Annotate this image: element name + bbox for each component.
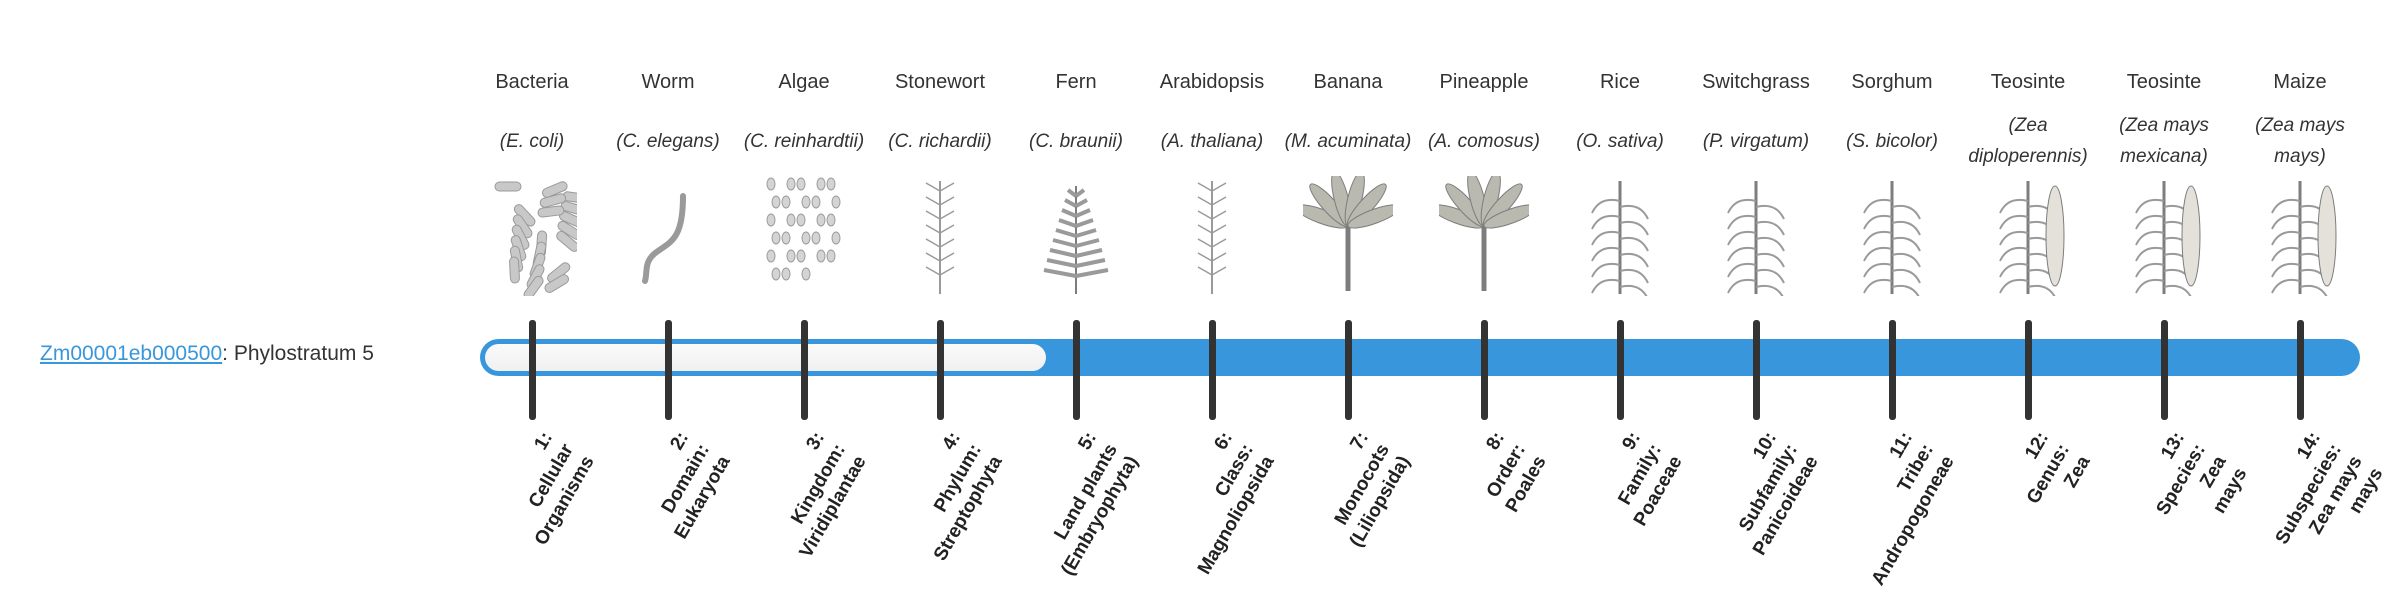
stratum-tick [1617, 320, 1624, 420]
organism-common-name: Pineapple [1439, 71, 1529, 93]
switchgrass-icon [1727, 181, 1785, 296]
scientific-name-text: (C. braunii) [1029, 130, 1123, 152]
organism-scientific-name: (E. coli) [464, 110, 600, 172]
worm-icon [642, 193, 686, 284]
organism-scientific-name: (M. acuminata) [1280, 110, 1416, 172]
gene-id-link[interactable]: Zm00001eb000500 [40, 342, 223, 365]
maize-icon [2271, 181, 2337, 296]
scientific-name-text: (A. thaliana) [1160, 130, 1264, 152]
teosinte-icon [1999, 181, 2065, 296]
organism-common-name: Stonewort [894, 71, 986, 93]
stratum-tick [1345, 320, 1352, 420]
organism-scientific-name: (Zea diploperennis) [1960, 110, 2096, 172]
stratum-rank-label: 3: Kingdom: Viridiplantae [735, 428, 872, 594]
sorghum-icon [1863, 181, 1921, 296]
phylostratum-track [485, 344, 1046, 371]
stratum-rank-label: 13: Species: Zea mays [2095, 428, 2253, 606]
stratum-tick [665, 320, 672, 420]
stratum-rank-label: 11: Tribe: Andropogoneae [1823, 428, 1960, 594]
scientific-name-text: (A. comosus) [1428, 130, 1540, 152]
organism-scientific-name: (C. reinhardtii) [736, 110, 872, 172]
stratum-rank-label: 9: Family: Poaceae [1551, 428, 1688, 594]
scientific-name-text: (S. bicolor) [1846, 130, 1938, 152]
stratum-tick [2025, 320, 2032, 420]
arabidopsis-icon [1197, 181, 1227, 294]
stratum-rank-label: 1: Cellular Organisms [463, 428, 600, 594]
banana-icon [1303, 176, 1393, 291]
organism-scientific-name: (Zea mays mexicana) [2096, 110, 2232, 172]
organism-scientific-name: (O. sativa) [1552, 110, 1688, 172]
organism-scientific-name: (C. elegans) [600, 110, 736, 172]
gene-label: Zm00001eb000500: Phylostratum 5 [40, 339, 374, 369]
organism-common-name: Arabidopsis [1159, 71, 1265, 93]
scientific-name-text: (C. reinhardtii) [743, 130, 865, 152]
stratum-tick [937, 320, 944, 420]
stonewort-icon [925, 181, 955, 294]
teosinte-icon [2135, 181, 2201, 296]
organism-scientific-name: (C. richardii) [872, 110, 1008, 172]
stratum-tick [801, 320, 808, 420]
stratum-tick [1889, 320, 1896, 420]
organism-common-name: Teosinte [1990, 71, 2066, 93]
fern-icon [1043, 186, 1109, 294]
stratum-tick [1753, 320, 1760, 420]
phylostratum-text: : Phylostratum 5 [222, 342, 374, 365]
organism-common-name: Switchgrass [1702, 71, 1810, 93]
organism-scientific-name: (A. thaliana) [1144, 110, 1280, 172]
stratum-tick [1209, 320, 1216, 420]
stratum-rank-label: 6: Class: Magnoliopsida [1143, 428, 1280, 594]
scientific-name-text: (O. sativa) [1576, 130, 1664, 152]
stratum-tick [2161, 320, 2168, 420]
stratum-tick [2297, 320, 2304, 420]
organism-common-name: Algae [778, 71, 830, 93]
organism-scientific-name: (A. comosus) [1416, 110, 1552, 172]
organism-common-name: Worm [641, 71, 695, 93]
scientific-name-text: (M. acuminata) [1284, 130, 1412, 152]
stratum-rank-label: 5: Land plants (Embryophyta) [1007, 428, 1144, 594]
organism-common-name: Bacteria [495, 71, 569, 93]
organism-scientific-name: (Zea mays mays) [2232, 110, 2368, 172]
scientific-name-text: (Zea diploperennis) [1968, 115, 2088, 167]
scientific-name-text: (C. richardii) [888, 130, 992, 152]
stratum-tick [529, 320, 536, 420]
scientific-name-text: (P. virgatum) [1702, 130, 1810, 152]
bacteria-icon [494, 181, 577, 296]
stratum-rank-label: 8: Order: Poales [1415, 428, 1552, 594]
organism-scientific-name: (P. virgatum) [1688, 110, 1824, 172]
scientific-name-text: (Zea mays mexicana) [2119, 115, 2209, 167]
organism-common-name: Teosinte [2126, 71, 2202, 93]
scientific-name-text: (C. elegans) [616, 130, 720, 152]
stratum-tick [1481, 320, 1488, 420]
organism-common-name: Rice [1599, 71, 1640, 93]
stratum-rank-label: 2: Domain: Eukaryota [599, 428, 736, 594]
scientific-name-text: (E. coli) [499, 130, 565, 152]
stratum-rank-label: 4: Phylum: Streptophyta [871, 428, 1008, 594]
organism-common-name: Sorghum [1851, 71, 1933, 93]
organism-common-name: Maize [2273, 71, 2327, 93]
rice-icon [1591, 181, 1649, 296]
algae-icon [766, 177, 841, 281]
stratum-rank-label: 12: Genus: Zea [1959, 428, 2096, 594]
stratum-rank-label: 7: Monocots (Liliopsida) [1279, 428, 1416, 594]
organism-common-name: Fern [1055, 71, 1097, 93]
organism-scientific-name: (C. braunii) [1008, 110, 1144, 172]
scientific-name-text: (Zea mays mays) [2255, 115, 2345, 167]
pineapple-icon [1439, 176, 1529, 291]
stratum-rank-label: 10: Subfamily: Panicoideae [1687, 428, 1824, 594]
stratum-tick [1073, 320, 1080, 420]
organism-scientific-name: (S. bicolor) [1824, 110, 1960, 172]
stratum-rank-label: 14: Subspecies: Zea mays mays [2231, 428, 2389, 606]
organism-common-name: Banana [1313, 71, 1383, 93]
